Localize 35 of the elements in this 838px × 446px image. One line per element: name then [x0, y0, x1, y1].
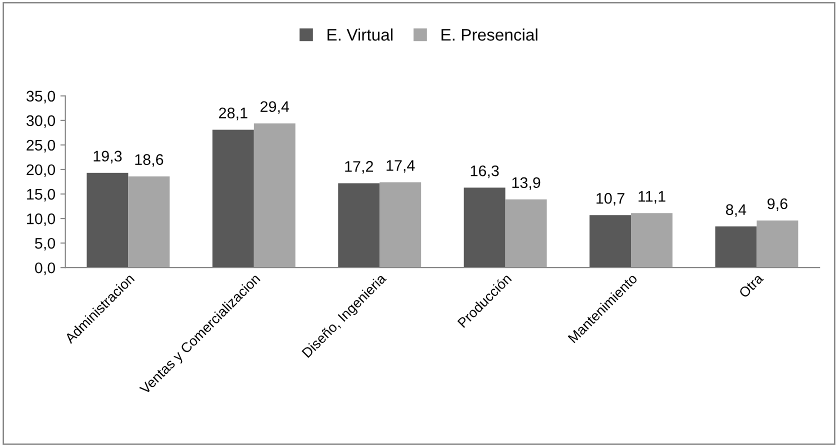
- data-label: 16,3: [470, 165, 499, 178]
- bar: [128, 176, 170, 268]
- data-label: 17,4: [386, 160, 415, 173]
- bar: [505, 199, 547, 268]
- bar: [254, 123, 296, 268]
- bar: [464, 188, 506, 268]
- y-tick-label: 25,0: [26, 140, 56, 152]
- bar: [715, 226, 757, 268]
- data-label: 13,9: [512, 177, 540, 190]
- legend-label: E. Virtual: [328, 28, 392, 41]
- data-label: 11,1: [638, 191, 666, 204]
- y-tick-label: 20,0: [26, 164, 56, 177]
- data-label: 17,2: [345, 161, 373, 174]
- data-label: 29,4: [260, 101, 290, 114]
- y-tick-label: 5,0: [35, 238, 56, 251]
- y-tick-label: 35,0: [26, 90, 56, 104]
- data-label: 28,1: [219, 108, 248, 120]
- data-label: 19,3: [94, 150, 122, 164]
- data-label: 18,6: [135, 154, 164, 167]
- bar: [590, 215, 632, 268]
- data-label: 10,7: [596, 192, 624, 206]
- y-tick-label: 10,0: [27, 213, 56, 226]
- x-tick-label: Otra: [738, 272, 764, 298]
- bar: [756, 220, 798, 268]
- y-tick-label: 30,0: [26, 115, 56, 128]
- y-tick-label: 0,0: [35, 262, 56, 276]
- bar: [380, 182, 422, 268]
- data-label: 8,4: [726, 204, 746, 217]
- bar: [338, 183, 380, 268]
- bar: [86, 172, 128, 268]
- bar: [631, 213, 672, 268]
- data-label: 9,6: [768, 198, 788, 211]
- bar: [212, 130, 254, 268]
- legend-label: E. Presencial: [442, 28, 538, 41]
- y-tick-label: 15,0: [27, 188, 56, 202]
